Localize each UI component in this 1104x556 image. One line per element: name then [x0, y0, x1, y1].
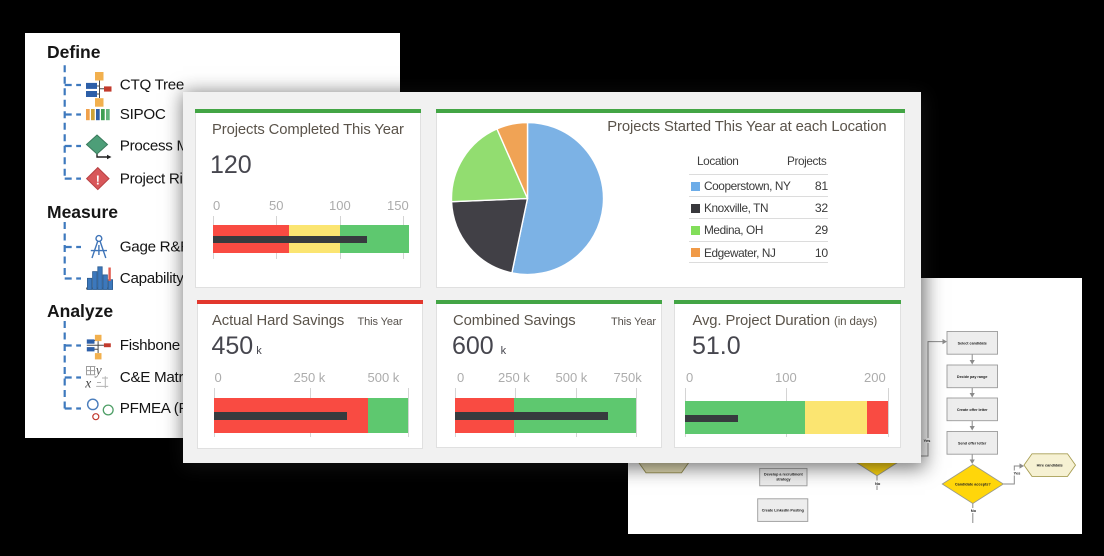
svg-text:Create offer letter: Create offer letter [957, 408, 988, 412]
svg-text:Hire candidate: Hire candidate [1037, 464, 1063, 468]
svg-text:Analyze: Analyze [47, 301, 113, 321]
svg-text:Yes: Yes [1014, 471, 1022, 476]
svg-text:!: ! [96, 173, 100, 187]
svg-text:No: No [875, 481, 881, 486]
svg-text:y: y [94, 363, 102, 378]
svg-text:Measure: Measure [47, 202, 118, 222]
svg-text:C&E Matrix: C&E Matrix [120, 369, 194, 386]
svg-text:Candidate accepts?: Candidate accepts? [955, 482, 992, 486]
svg-text:Gage R&R: Gage R&R [120, 238, 191, 255]
svg-text:strategy: strategy [776, 477, 791, 481]
svg-text:SIPOC: SIPOC [120, 106, 166, 123]
svg-text:Send offer letter: Send offer letter [958, 442, 987, 446]
svg-text:CTQ Tree: CTQ Tree [120, 76, 184, 93]
svg-text:No: No [971, 508, 977, 513]
svg-text:Yes: Yes [924, 438, 932, 443]
svg-text:x: x [84, 376, 91, 391]
svg-text:Fishbone: Fishbone [120, 337, 180, 354]
svg-text:Create LinkedIn Posting: Create LinkedIn Posting [762, 509, 804, 513]
svg-text:Develop a recruitment: Develop a recruitment [764, 473, 804, 477]
svg-text:Define: Define [47, 42, 101, 62]
svg-text:Select candidate: Select candidate [958, 342, 987, 346]
svg-text:Decide pay range: Decide pay range [957, 375, 988, 379]
